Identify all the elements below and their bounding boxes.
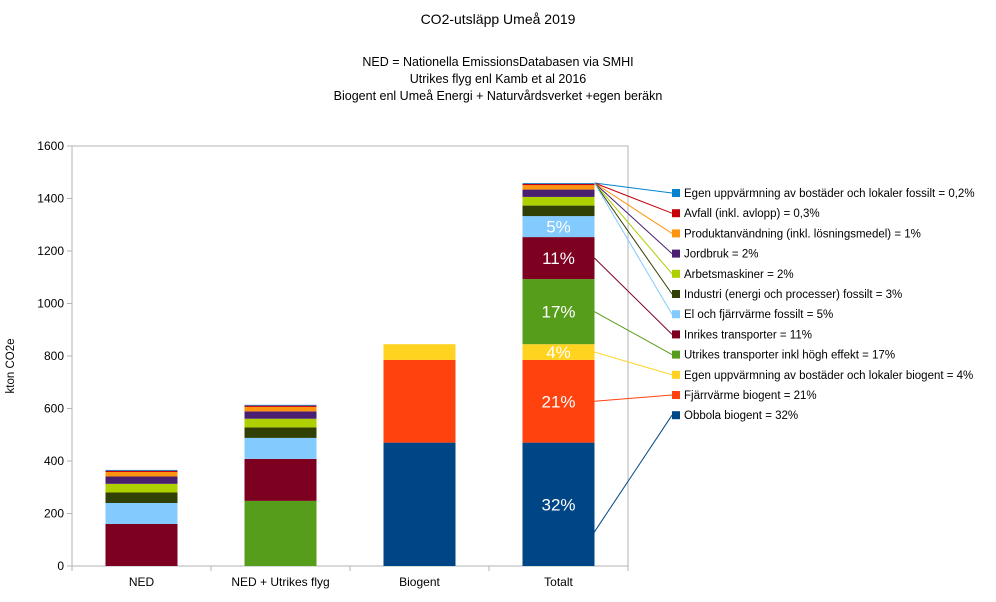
bar-segment — [522, 359, 595, 443]
bar-segment — [105, 524, 178, 566]
y-axis: 0 200 400 600 800 1000 1200 1400 1600 — [37, 139, 73, 573]
bar-segment — [522, 183, 595, 184]
legend-swatch — [672, 269, 680, 278]
legend-label: Produktanvändning (inkl. lösningsmedel) … — [684, 228, 921, 240]
legend-label: Industri (energi och processer) fossilt … — [684, 289, 902, 301]
bars: 32% 21% 4% 17% 11% 5% — [105, 183, 595, 566]
y-tick-label: 600 — [44, 402, 64, 416]
bar-segment — [105, 492, 178, 503]
y-tick-label: 0 — [57, 559, 64, 573]
y-tick-label: 800 — [44, 349, 64, 363]
bar-segment — [383, 359, 456, 443]
bar-segment — [383, 442, 456, 566]
bar-segment — [105, 476, 178, 484]
leader-line — [594, 182, 673, 214]
bar-segment — [522, 196, 595, 206]
leader-line — [594, 182, 673, 194]
data-label: 32% — [541, 495, 575, 514]
leader-line — [594, 182, 673, 295]
y-tick-label: 1600 — [37, 139, 64, 153]
bar-segment — [105, 472, 178, 477]
legend-label: Inrikes transporter = 11% — [684, 329, 812, 341]
chart-subtitle-2: Utrikes flyg enl Kamb et al 2016 — [410, 72, 587, 86]
legend-label: Avfall (inkl. avlopp) = 0,3% — [684, 208, 820, 220]
leader-line — [594, 394, 673, 402]
legend-swatch — [672, 310, 680, 319]
legend-label: Obbola biogent = 32% — [684, 410, 798, 422]
legend-swatch — [672, 209, 680, 218]
bar-segment — [522, 442, 595, 566]
leader-line — [587, 414, 673, 543]
bar-segment — [522, 189, 595, 197]
legend-swatch — [672, 411, 680, 420]
y-tick-label: 1400 — [37, 192, 64, 206]
legend-swatch — [672, 330, 680, 339]
x-tick-label: NED + Utrikes flyg — [231, 575, 329, 589]
bar-segment — [244, 411, 317, 419]
chart-subtitle-1: NED = Nationella EmissionsDatabasen via … — [362, 55, 633, 69]
legend-swatch — [672, 391, 680, 399]
legend-label: Utrikes transporter inkl högh effekt = 1… — [684, 350, 895, 362]
bar-segment — [383, 344, 456, 360]
bar-segment — [244, 418, 317, 428]
bar-segment — [244, 404, 317, 406]
legend-swatch — [672, 249, 680, 258]
legend: Egen uppvärmning av bostäder och lokaler… — [672, 188, 975, 422]
data-label: 11% — [542, 249, 575, 268]
y-tick-label: 1200 — [37, 244, 64, 258]
legend-swatch — [672, 189, 680, 197]
bar-segment — [105, 503, 178, 524]
bar-segment — [244, 500, 317, 566]
y-axis-label: kton CO2e — [5, 339, 17, 394]
bar-segment — [522, 216, 595, 238]
data-label: 5% — [546, 218, 571, 237]
legend-swatch — [672, 370, 680, 379]
x-tick-label: Biogent — [399, 575, 440, 589]
legend-label: Fjärrvärme biogent = 21% — [684, 390, 817, 402]
data-label: 4% — [546, 343, 571, 362]
leader-line — [594, 182, 673, 254]
legend-swatch — [672, 229, 680, 238]
y-tick-label: 400 — [44, 454, 64, 468]
legend-label: Egen uppvärmning av bostäder och lokaler… — [684, 188, 975, 200]
bar-segment — [522, 344, 595, 360]
data-label: 21% — [541, 392, 575, 411]
legend-swatch — [672, 350, 680, 359]
bar-segment — [105, 483, 178, 493]
bar-segment — [244, 405, 317, 407]
leader-line — [594, 257, 673, 335]
legend-leader-lines — [587, 182, 673, 543]
x-tick-label: Totalt — [544, 575, 573, 589]
x-tick-label: NED — [129, 575, 155, 589]
bar-segment — [244, 458, 317, 501]
bar-segment — [244, 437, 317, 459]
leader-line — [594, 182, 673, 315]
data-label: 17% — [541, 303, 575, 322]
bar-segment — [105, 470, 178, 473]
bar-segment — [244, 427, 317, 438]
bar-segment — [244, 406, 317, 412]
bar-segment — [522, 183, 595, 186]
leader-line — [594, 311, 673, 356]
leader-line — [594, 182, 673, 234]
legend-label: Jordbruk = 2% — [684, 249, 758, 261]
leader-line — [594, 182, 673, 275]
bar-segment — [522, 205, 595, 217]
legend-label: Egen uppvärmning av bostäder och lokaler… — [684, 370, 973, 382]
chart-title: CO2-utsläpp Umeå 2019 — [421, 11, 576, 27]
bar-segment — [522, 185, 595, 190]
legend-swatch — [672, 290, 680, 298]
chart-subtitle-3: Biogent enl Umeå Energi + Naturvårdsverk… — [334, 89, 663, 103]
bar-segment — [522, 279, 595, 345]
legend-label: El och fjärrvärme fossilt = 5% — [684, 309, 833, 321]
bar-segment — [522, 237, 595, 280]
legend-label: Arbetsmaskiner = 2% — [684, 269, 794, 281]
bar-segment — [105, 469, 178, 471]
y-tick-label: 1000 — [37, 297, 64, 311]
x-axis: NED NED + Utrikes flyg Biogent Totalt — [71, 566, 629, 589]
leader-line — [594, 351, 673, 376]
y-tick-label: 200 — [44, 507, 64, 521]
